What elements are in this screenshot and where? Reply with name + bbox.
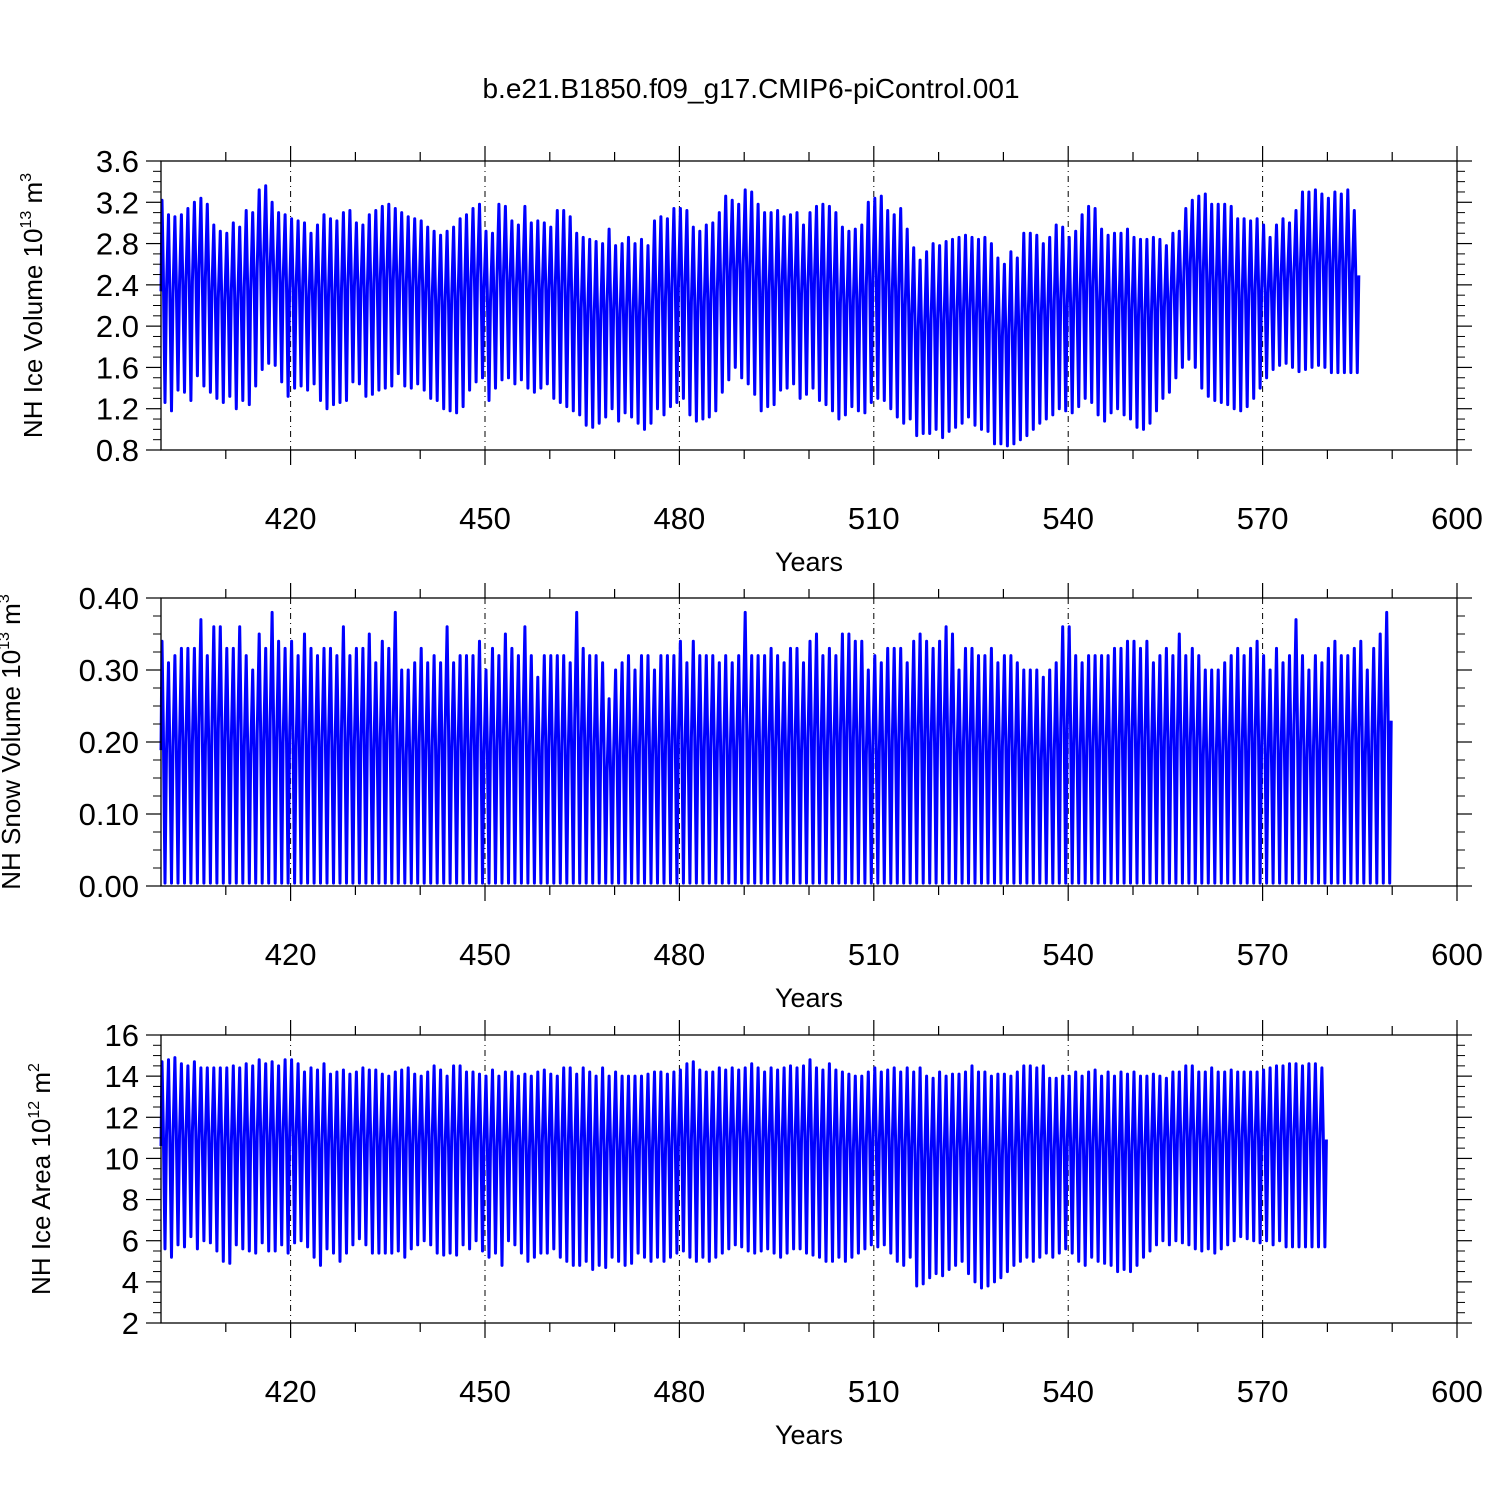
x-tick-label: 480 <box>654 937 706 972</box>
x-axis-title: Years <box>775 983 843 1013</box>
x-tick-label: 600 <box>1431 1374 1483 1409</box>
series-line <box>159 1056 1328 1290</box>
y-tick-label: 14 <box>105 1059 139 1094</box>
y-tick-label: 3.2 <box>96 185 139 220</box>
x-tick-label: 510 <box>848 1374 900 1409</box>
y-tick-label: 0.30 <box>79 653 139 688</box>
x-tick-label: 510 <box>848 501 900 536</box>
y-tick-label: 3.6 <box>96 144 139 179</box>
x-tick-label: 420 <box>265 1374 317 1409</box>
x-axis-title: Years <box>775 1420 843 1450</box>
y-tick-label: 10 <box>105 1141 139 1176</box>
series-line <box>159 184 1361 448</box>
x-tick-label: 540 <box>1042 937 1094 972</box>
y-tick-label: 2.4 <box>96 268 139 303</box>
x-tick-label: 510 <box>848 937 900 972</box>
y-tick-label: 0.8 <box>96 433 139 468</box>
x-tick-label: 540 <box>1042 501 1094 536</box>
y-tick-label: 1.6 <box>96 350 139 385</box>
x-tick-label: 480 <box>654 1374 706 1409</box>
panels: 0.8 1.2 1.6 2.0 2.4 2.8 3.2 3.6 420 450 480 510 540 5… <box>0 144 1483 1450</box>
x-tick-label: 570 <box>1237 501 1289 536</box>
x-tick-label: 420 <box>265 501 317 536</box>
panel-ice-area: 2 4 6 8 10 12 14 16 420 450 480 510 540 570 600 Years NH… <box>26 1018 1483 1450</box>
x-tick-label: 450 <box>459 937 511 972</box>
x-tick-label: 570 <box>1237 937 1289 972</box>
y-tick-label: 0.10 <box>79 797 139 832</box>
panel-ice-volume: 0.8 1.2 1.6 2.0 2.4 2.8 3.2 3.6 420 450 480 510 540 5… <box>18 144 1483 577</box>
x-tick-label: 570 <box>1237 1374 1289 1409</box>
y-tick-label: 8 <box>122 1183 139 1218</box>
x-axis-title: Years <box>775 547 843 577</box>
y-axis-title: NH Snow Volume 1013 m3 <box>0 594 26 890</box>
y-tick-label: 0.20 <box>79 725 139 760</box>
y-tick-label: 1.2 <box>96 392 139 427</box>
y-tick-label: 2 <box>122 1306 139 1341</box>
y-tick-label: 16 <box>105 1018 139 1053</box>
x-tick-label: 420 <box>265 937 317 972</box>
y-tick-label: 4 <box>122 1265 139 1300</box>
series-line <box>159 610 1393 885</box>
y-tick-label: 2.8 <box>96 227 139 262</box>
x-tick-label: 480 <box>654 501 706 536</box>
chart-title: b.e21.B1850.f09_g17.CMIP6-piControl.001 <box>482 73 1019 104</box>
x-tick-label: 600 <box>1431 937 1483 972</box>
y-axis-title: NH Ice Area 1012 m2 <box>26 1063 56 1295</box>
x-tick-label: 450 <box>459 501 511 536</box>
x-tick-label: 600 <box>1431 501 1483 536</box>
panel-snow-volume: 0.00 0.10 0.20 0.30 0.40 420 450 480 510 540 570 60… <box>0 581 1483 1013</box>
x-tick-label: 540 <box>1042 1374 1094 1409</box>
x-tick-label: 450 <box>459 1374 511 1409</box>
y-tick-label: 2.0 <box>96 309 139 344</box>
y-tick-label: 0.40 <box>79 581 139 616</box>
y-tick-label: 12 <box>105 1100 139 1135</box>
y-axis-title: NH Ice Volume 1013 m3 <box>18 173 48 438</box>
y-tick-label: 0.00 <box>79 869 139 904</box>
y-tick-label: 6 <box>122 1224 139 1259</box>
